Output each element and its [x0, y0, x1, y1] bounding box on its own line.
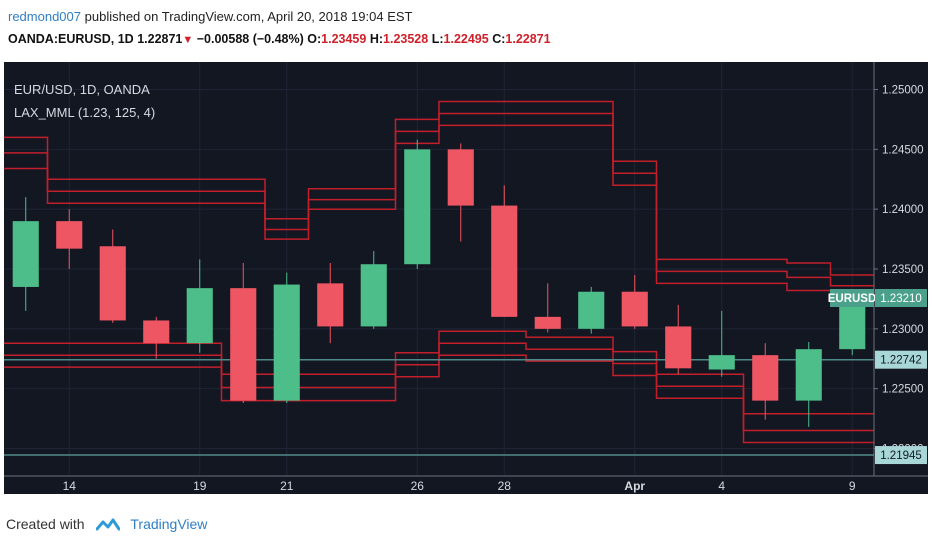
chart-area[interactable]: 1.25000 1.24500 1.24000 1.23500 1.23000 1.225…	[4, 62, 928, 494]
time-axis-label: 9	[849, 479, 856, 493]
current-price-tag	[875, 289, 927, 307]
created-with-text: Created with	[6, 516, 85, 532]
time-axis-label: 19	[193, 479, 207, 493]
byline: redmond007 published on TradingView.com,…	[8, 6, 924, 28]
candle-body	[447, 149, 474, 206]
price-tick-label: 1.23000	[882, 324, 924, 336]
price-change: −0.00588 (−0.48%)	[196, 32, 304, 46]
time-axis-label: 28	[498, 479, 512, 493]
candle-body	[360, 264, 387, 327]
chart-legend-indicator: LAX_MML (1.23, 125, 4)	[14, 105, 155, 120]
close-value: 1.22871	[505, 32, 551, 46]
indicator-band-line	[4, 100, 874, 276]
candle-body	[708, 355, 735, 370]
low-label: L:	[431, 32, 444, 46]
chart-legend-title: EUR/USD, 1D, OANDA	[14, 82, 150, 97]
close-label: C:	[492, 32, 506, 46]
price-tick-label: 1.24500	[882, 144, 924, 156]
time-axis-label: 21	[280, 479, 294, 493]
down-triangle-icon: ▼	[182, 34, 194, 46]
symbol-tag-label: EURUSD	[828, 293, 877, 305]
candle-body	[404, 149, 431, 265]
level-price-label: 1.21945	[880, 450, 922, 462]
price-tags: 1.22742 1.21945 EURUSD 1.23210	[828, 289, 927, 465]
level-price-tag	[875, 446, 927, 465]
candles	[12, 139, 866, 427]
level-price-tag	[875, 350, 927, 369]
price-axis[interactable]	[874, 62, 928, 476]
candle-body	[99, 246, 126, 321]
footer: Created with TradingView	[6, 512, 207, 536]
candle-body	[186, 288, 213, 344]
time-axis-labels: 14 19 21 26 28 Apr 4 9	[63, 479, 856, 493]
candle-body	[795, 349, 822, 401]
current-price-label: 1.23210	[880, 293, 922, 305]
high-value: 1.23528	[383, 32, 429, 46]
candle-body	[665, 326, 692, 369]
candle-body	[621, 291, 648, 327]
published-text: published on TradingView.com, April 20, …	[84, 9, 413, 24]
price-tick-label: 1.22500	[882, 384, 924, 396]
candle-body	[56, 221, 83, 249]
open-label: O:	[307, 32, 322, 46]
quote-line: OANDA:EURUSD, 1D 1.22871▼ −0.00588 (−0.4…	[8, 28, 924, 50]
high-label: H:	[369, 32, 384, 46]
symbol-label: OANDA:EURUSD, 1D	[8, 32, 134, 46]
chart-header: redmond007 published on TradingView.com,…	[8, 6, 924, 50]
indicator-band-line	[4, 112, 874, 287]
time-axis-label: 14	[63, 479, 77, 493]
candle-body	[230, 288, 257, 401]
candle-body	[317, 283, 344, 327]
time-axis-label: Apr	[624, 479, 645, 493]
candlestick-chart[interactable]: 1.25000 1.24500 1.24000 1.23500 1.23000 1.225…	[4, 62, 928, 494]
open-value: 1.23459	[321, 32, 367, 46]
price-tick-label: 1.23500	[882, 264, 924, 276]
indicator-band-line	[4, 354, 874, 444]
chart-background	[4, 62, 928, 494]
low-value: 1.22495	[443, 32, 489, 46]
author-link[interactable]: redmond007	[8, 9, 81, 24]
time-axis-label: 4	[718, 479, 725, 493]
symbol-tag	[830, 289, 874, 307]
price-tick-label: 1.25000	[882, 85, 924, 97]
candle-body	[534, 316, 561, 329]
candle-body	[752, 355, 779, 401]
time-axis-label: 26	[411, 479, 425, 493]
candle-body	[491, 205, 518, 317]
price-tick-label: 1.24000	[882, 204, 924, 216]
candle-body	[273, 284, 300, 401]
tradingview-logo-icon	[95, 518, 121, 531]
last-price: 1.22871	[137, 32, 183, 46]
candle-body	[578, 291, 605, 329]
candle-body	[143, 320, 170, 344]
candle-body	[12, 221, 39, 287]
indicator-band-line	[4, 124, 874, 297]
candle-body	[839, 303, 866, 350]
indicator-band-line	[4, 342, 874, 432]
level-price-label: 1.22742	[880, 355, 922, 367]
tradingview-brand[interactable]: TradingView	[130, 516, 208, 532]
